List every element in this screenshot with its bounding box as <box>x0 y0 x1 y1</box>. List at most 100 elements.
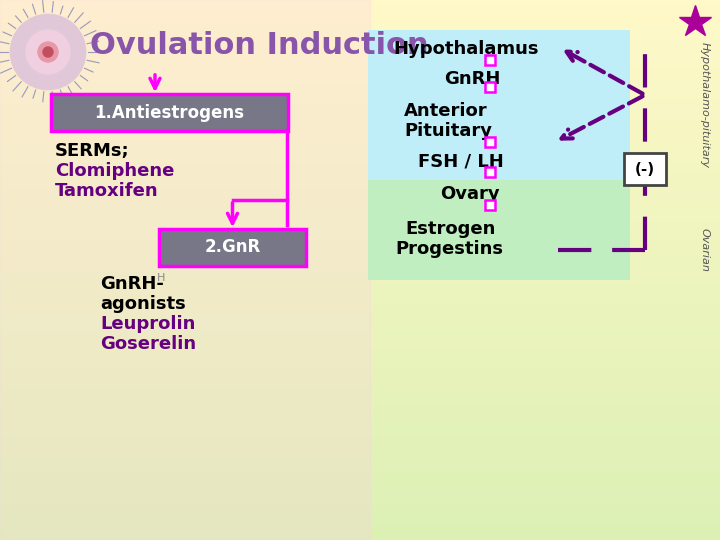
Bar <box>0 421 720 427</box>
FancyBboxPatch shape <box>624 153 666 185</box>
FancyBboxPatch shape <box>485 55 495 65</box>
Bar <box>0 11 720 16</box>
Text: FSH / LH: FSH / LH <box>418 152 504 170</box>
FancyBboxPatch shape <box>485 82 495 92</box>
Bar <box>0 275 720 281</box>
Text: agonists: agonists <box>100 295 186 313</box>
FancyBboxPatch shape <box>51 94 288 131</box>
Bar <box>0 416 720 421</box>
Bar <box>0 259 720 265</box>
Text: (-): (-) <box>635 161 655 177</box>
Bar <box>0 238 720 243</box>
Bar <box>0 464 720 470</box>
Text: GnRH: GnRH <box>444 70 500 88</box>
Bar <box>0 535 720 540</box>
Text: Ovary: Ovary <box>440 185 500 203</box>
FancyBboxPatch shape <box>485 167 495 177</box>
Bar <box>0 243 720 248</box>
Bar <box>0 248 720 254</box>
Bar <box>0 518 720 524</box>
Bar <box>0 254 720 259</box>
Bar <box>0 38 720 43</box>
Bar <box>0 65 720 70</box>
Bar <box>0 383 720 389</box>
Bar <box>0 351 720 356</box>
Bar <box>0 335 720 340</box>
Bar <box>0 410 720 416</box>
Bar <box>0 308 720 313</box>
Bar <box>0 135 720 140</box>
Bar <box>0 157 720 162</box>
Bar <box>0 470 720 475</box>
Bar <box>0 92 720 97</box>
Bar <box>0 221 720 227</box>
FancyBboxPatch shape <box>159 229 306 266</box>
Bar <box>0 437 720 443</box>
Bar <box>0 340 720 346</box>
Bar <box>0 459 720 464</box>
Bar <box>0 54 720 59</box>
Bar <box>0 124 720 130</box>
Bar <box>0 49 720 54</box>
FancyBboxPatch shape <box>485 200 495 210</box>
Text: Clomiphene: Clomiphene <box>55 162 174 180</box>
Bar <box>0 389 720 394</box>
Bar <box>0 324 720 329</box>
Bar <box>0 146 720 151</box>
Bar <box>0 329 720 335</box>
Circle shape <box>38 42 58 62</box>
Bar <box>0 394 720 400</box>
Text: Estrogen: Estrogen <box>405 220 495 238</box>
Bar <box>0 227 720 232</box>
Bar <box>0 475 720 481</box>
Bar <box>0 373 720 378</box>
Bar <box>0 70 720 76</box>
Bar <box>0 297 720 302</box>
Text: Hypothalamo-pituitary: Hypothalamo-pituitary <box>700 42 710 168</box>
Bar <box>0 81 720 86</box>
Bar <box>0 130 720 135</box>
Bar <box>0 265 720 270</box>
Circle shape <box>26 30 70 74</box>
FancyBboxPatch shape <box>368 30 630 180</box>
Text: Goserelin: Goserelin <box>100 335 196 353</box>
Bar <box>0 270 720 275</box>
Bar <box>0 443 720 448</box>
Bar <box>0 86 720 92</box>
Bar <box>0 76 720 81</box>
Bar <box>0 0 720 5</box>
Text: 2.GnR: 2.GnR <box>204 239 261 256</box>
Bar <box>0 346 720 351</box>
Bar <box>0 400 720 405</box>
Bar <box>0 32 720 38</box>
FancyBboxPatch shape <box>368 180 630 280</box>
Bar <box>0 189 720 194</box>
Bar <box>0 486 720 491</box>
Text: Tamoxifen: Tamoxifen <box>55 182 158 200</box>
Bar <box>0 491 720 497</box>
Bar <box>0 113 720 119</box>
Bar <box>0 232 720 238</box>
Bar <box>0 173 720 178</box>
Bar <box>0 292 720 297</box>
Bar <box>0 216 720 221</box>
Bar <box>0 0 370 540</box>
Bar <box>0 151 720 157</box>
Bar <box>0 140 720 146</box>
Bar <box>0 5 720 11</box>
FancyBboxPatch shape <box>485 137 495 147</box>
Text: GnRH-: GnRH- <box>100 275 164 293</box>
Bar <box>0 108 720 113</box>
Text: Pituitary: Pituitary <box>404 122 492 140</box>
Bar <box>0 356 720 362</box>
Circle shape <box>43 47 53 57</box>
Bar <box>0 59 720 65</box>
Bar <box>0 432 720 437</box>
Text: Anterior: Anterior <box>404 102 487 120</box>
Bar <box>0 162 720 167</box>
Bar <box>0 524 720 529</box>
Bar <box>0 281 720 286</box>
Bar <box>0 513 720 518</box>
Bar <box>0 313 720 319</box>
Bar <box>0 22 720 27</box>
